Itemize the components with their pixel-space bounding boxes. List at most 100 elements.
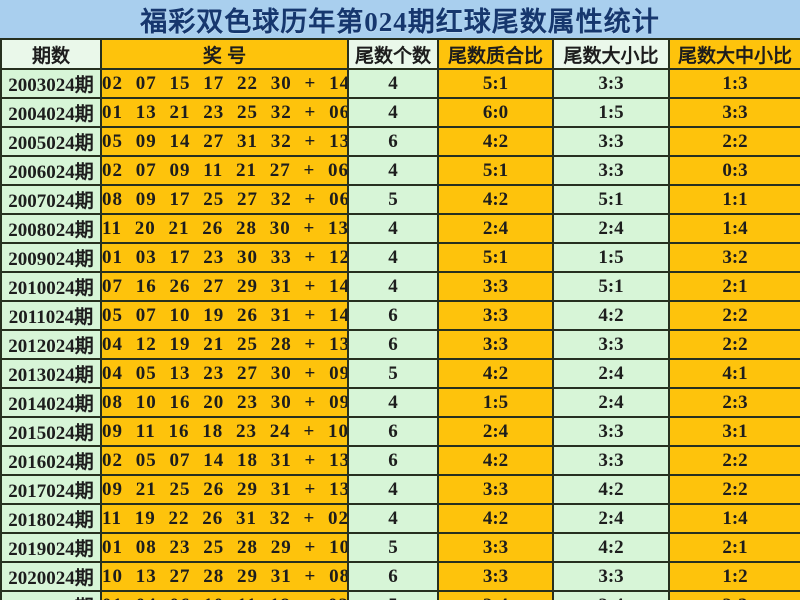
big-mid-small-ratio-cell: 3:2 <box>668 242 800 273</box>
prime-composite-ratio-cell: 4:2 <box>437 358 554 389</box>
period-cell: 2005024期 <box>0 126 102 157</box>
prime-composite-ratio-cell: 3:3 <box>437 561 554 592</box>
table-row: 2017024期 09 21 25 26 29 31 + 13 4 3:3 4:2 2:2 <box>0 474 800 505</box>
table-row: 2018024期 11 19 22 26 31 32 + 02 4 4:2 2:4 1:4 <box>0 503 800 534</box>
prime-composite-ratio-cell: 5:1 <box>437 155 554 186</box>
tail-count-cell: 4 <box>347 68 439 99</box>
big-small-ratio-cell: 2:4 <box>552 213 670 244</box>
numbers-cell: 11 20 21 26 28 30 + 13 <box>100 213 349 244</box>
big-mid-small-ratio-cell: 3:1 <box>668 416 800 447</box>
big-mid-small-ratio-cell: 2:2 <box>668 329 800 360</box>
period-cell: 2017024期 <box>0 474 102 505</box>
big-mid-small-ratio-cell: 2:2 <box>668 300 800 331</box>
prime-composite-ratio-cell: 4:2 <box>437 503 554 534</box>
tail-count-cell: 4 <box>347 271 439 302</box>
numbers-cell: 02 05 07 14 18 31 + 13 <box>100 445 349 476</box>
big-mid-small-ratio-cell: 2:2 <box>668 126 800 157</box>
big-small-ratio-cell: 4:2 <box>552 474 670 505</box>
numbers-cell: 05 07 10 19 26 31 + 14 <box>100 300 349 331</box>
big-small-ratio-cell: 3:3 <box>552 68 670 99</box>
numbers-cell: 09 11 16 18 23 24 + 10 <box>100 416 349 447</box>
period-cell: 2019024期 <box>0 532 102 563</box>
period-cell: 2021024期 <box>0 590 102 600</box>
tail-count-cell: 4 <box>347 97 439 128</box>
prime-composite-ratio-cell: 5:1 <box>437 242 554 273</box>
tail-count-cell: 6 <box>347 445 439 476</box>
big-mid-small-ratio-cell: 2:3 <box>668 590 800 600</box>
period-cell: 2015024期 <box>0 416 102 447</box>
big-small-ratio-cell: 3:3 <box>552 126 670 157</box>
tail-count-cell: 6 <box>347 300 439 331</box>
numbers-cell: 10 13 27 28 29 31 + 08 <box>100 561 349 592</box>
col-header-big-small-ratio: 尾数大小比 <box>552 38 670 70</box>
tail-count-cell: 4 <box>347 503 439 534</box>
col-header-tail-count: 尾数个数 <box>347 38 439 70</box>
big-small-ratio-cell: 4:2 <box>552 300 670 331</box>
period-cell: 2004024期 <box>0 97 102 128</box>
big-mid-small-ratio-cell: 2:1 <box>668 532 800 563</box>
prime-composite-ratio-cell: 4:2 <box>437 184 554 215</box>
numbers-cell: 01 04 06 10 11 18 + 02 <box>100 590 349 600</box>
table-row: 2005024期 05 09 14 27 31 32 + 13 6 4:2 3:3 2:2 <box>0 126 800 157</box>
numbers-cell: 08 10 16 20 23 30 + 09 <box>100 387 349 418</box>
big-small-ratio-cell: 2:4 <box>552 387 670 418</box>
table-row: 2003024期 02 07 15 17 22 30 + 14 4 5:1 3:3 1:3 <box>0 68 800 99</box>
table-row: 2014024期 08 10 16 20 23 30 + 09 4 1:5 2:4 2:3 <box>0 387 800 418</box>
tail-count-cell: 6 <box>347 126 439 157</box>
big-small-ratio-cell: 3:3 <box>552 561 670 592</box>
big-mid-small-ratio-cell: 2:1 <box>668 271 800 302</box>
tail-count-cell: 6 <box>347 329 439 360</box>
table-row: 2010024期 07 16 26 27 29 31 + 14 4 3:3 5:1 2:1 <box>0 271 800 302</box>
prime-composite-ratio-cell: 2:4 <box>437 590 554 600</box>
numbers-cell: 02 07 09 11 21 27 + 06 <box>100 155 349 186</box>
table-row: 2016024期 02 05 07 14 18 31 + 13 6 4:2 3:3 2:2 <box>0 445 800 476</box>
table-row: 2004024期 01 13 21 23 25 32 + 06 4 6:0 1:5 3:3 <box>0 97 800 128</box>
tail-count-cell: 5 <box>347 590 439 600</box>
numbers-cell: 08 09 17 25 27 32 + 06 <box>100 184 349 215</box>
big-mid-small-ratio-cell: 1:2 <box>668 561 800 592</box>
period-cell: 2014024期 <box>0 387 102 418</box>
prime-composite-ratio-cell: 2:4 <box>437 213 554 244</box>
period-cell: 2018024期 <box>0 503 102 534</box>
big-small-ratio-cell: 1:5 <box>552 97 670 128</box>
period-cell: 2006024期 <box>0 155 102 186</box>
big-mid-small-ratio-cell: 4:1 <box>668 358 800 389</box>
tail-count-cell: 5 <box>347 184 439 215</box>
numbers-cell: 01 08 23 25 28 29 + 10 <box>100 532 349 563</box>
period-cell: 2008024期 <box>0 213 102 244</box>
prime-composite-ratio-cell: 2:4 <box>437 416 554 447</box>
table-row: 2008024期 11 20 21 26 28 30 + 13 4 2:4 2:4 1:4 <box>0 213 800 244</box>
big-mid-small-ratio-cell: 1:4 <box>668 503 800 534</box>
big-small-ratio-cell: 3:3 <box>552 445 670 476</box>
big-small-ratio-cell: 1:5 <box>552 242 670 273</box>
table-row: 2013024期 04 05 13 23 27 30 + 09 5 4:2 2:4 4:1 <box>0 358 800 389</box>
big-small-ratio-cell: 5:1 <box>552 184 670 215</box>
prime-composite-ratio-cell: 3:3 <box>437 532 554 563</box>
prime-composite-ratio-cell: 3:3 <box>437 474 554 505</box>
big-small-ratio-cell: 3:3 <box>552 416 670 447</box>
numbers-cell: 01 13 21 23 25 32 + 06 <box>100 97 349 128</box>
col-header-period: 期数 <box>0 38 102 70</box>
numbers-cell: 09 21 25 26 29 31 + 13 <box>100 474 349 505</box>
big-small-ratio-cell: 4:2 <box>552 532 670 563</box>
numbers-cell: 05 09 14 27 31 32 + 13 <box>100 126 349 157</box>
period-cell: 2013024期 <box>0 358 102 389</box>
numbers-cell: 11 19 22 26 31 32 + 02 <box>100 503 349 534</box>
big-small-ratio-cell: 5:1 <box>552 271 670 302</box>
big-small-ratio-cell: 3:3 <box>552 329 670 360</box>
table-row: 2009024期 01 03 17 23 30 33 + 12 4 5:1 1:5 3:2 <box>0 242 800 273</box>
col-header-big-mid-small-ratio: 尾数大中小比 <box>668 38 800 70</box>
col-header-winning-numbers: 奖 号 <box>100 38 349 70</box>
numbers-cell: 04 05 13 23 27 30 + 09 <box>100 358 349 389</box>
header-row: 期数 奖 号 尾数个数 尾数质合比 尾数大小比 尾数大中小比 <box>0 38 800 70</box>
stats-table: 期数 奖 号 尾数个数 尾数质合比 尾数大小比 尾数大中小比 2003024期 0… <box>0 38 800 600</box>
big-small-ratio-cell: 2:4 <box>552 590 670 600</box>
period-cell: 2016024期 <box>0 445 102 476</box>
tail-count-cell: 6 <box>347 416 439 447</box>
table-row: 2015024期 09 11 16 18 23 24 + 10 6 2:4 3:3 3:1 <box>0 416 800 447</box>
period-cell: 2003024期 <box>0 68 102 99</box>
period-cell: 2012024期 <box>0 329 102 360</box>
numbers-cell: 02 07 15 17 22 30 + 14 <box>100 68 349 99</box>
period-cell: 2009024期 <box>0 242 102 273</box>
period-cell: 2020024期 <box>0 561 102 592</box>
